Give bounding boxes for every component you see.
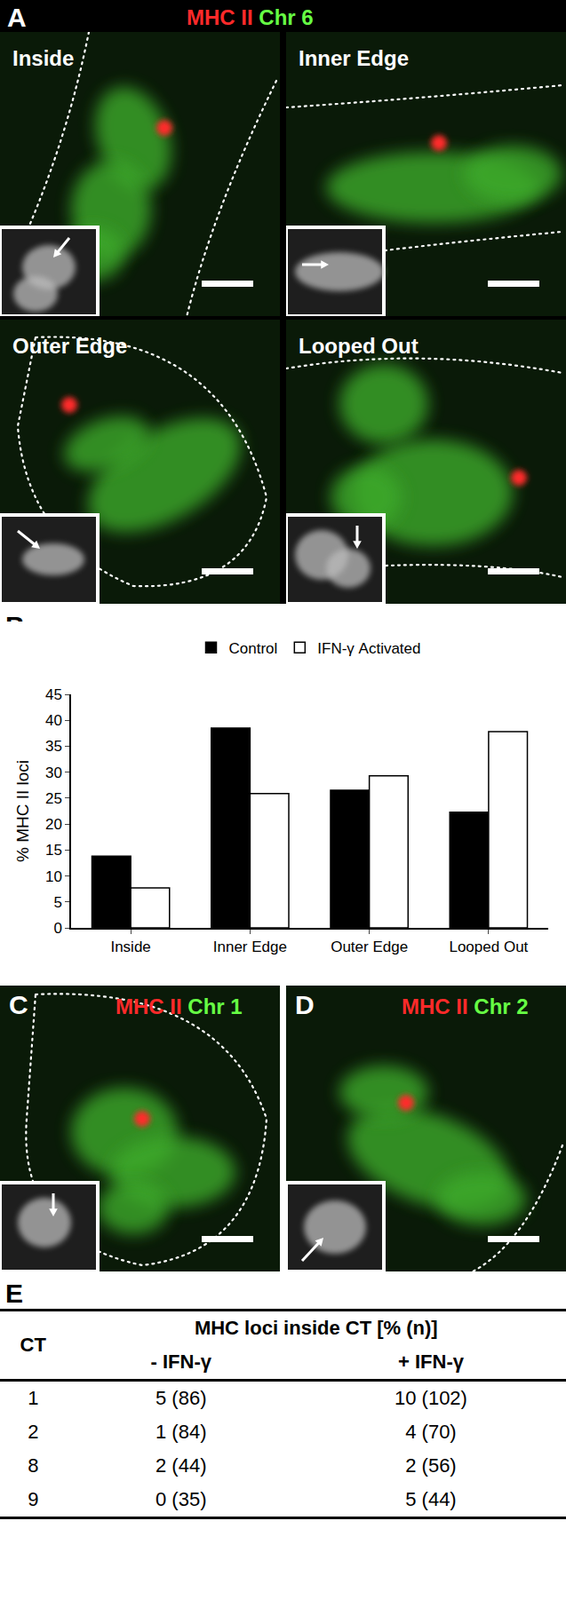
svg-text:IFN-γ Activated: IFN-γ Activated [317, 640, 421, 658]
svg-text:Outer Edge: Outer Edge [12, 334, 128, 359]
svg-text:20: 20 [45, 816, 63, 834]
svg-text:10: 10 [45, 868, 63, 886]
svg-text:Inner Edge: Inner Edge [213, 939, 287, 957]
svg-text:15: 15 [45, 842, 63, 860]
html-text:2 (56): 2 (56) [405, 1455, 457, 1478]
html-text:1 (84): 1 (84) [155, 1421, 207, 1444]
svg-text:40: 40 [45, 712, 63, 730]
svg-text:45: 45 [45, 686, 63, 704]
html-text:5 (44): 5 (44) [405, 1489, 457, 1512]
html-text:5 (86): 5 (86) [155, 1387, 207, 1411]
svg-text:Control: Control [229, 640, 279, 658]
html-text:B: B [5, 611, 25, 641]
html-text:1: 1 [27, 1387, 39, 1411]
html-text:MHC loci inside CT [% (n)]: MHC loci inside CT [% (n)] [194, 1317, 438, 1340]
svg-text:25: 25 [45, 790, 63, 808]
svg-text:0: 0 [53, 920, 62, 938]
html-text:2 (44): 2 (44) [155, 1455, 207, 1478]
html-text:4 (70): 4 (70) [405, 1421, 457, 1444]
html-text:CT: CT [20, 1334, 47, 1357]
html-text:+ IFN-γ: + IFN-γ [398, 1351, 464, 1374]
svg-text:C: C [8, 990, 29, 1021]
svg-text:Inside: Inside [110, 939, 151, 957]
svg-text:Looped Out: Looped Out [448, 939, 528, 957]
svg-text:Outer Edge: Outer Edge [330, 939, 408, 957]
html-text:2: 2 [27, 1421, 39, 1444]
html-text:- IFN-γ: - IFN-γ [150, 1351, 212, 1374]
svg-text:30: 30 [45, 765, 63, 782]
svg-text:A: A [7, 2, 27, 32]
svg-text:5: 5 [53, 894, 62, 912]
html-text:E: E [5, 1279, 24, 1309]
svg-text:Inner Edge: Inner Edge [298, 46, 409, 71]
svg-text:D: D [294, 990, 315, 1021]
svg-text:MHC II Chr 2: MHC II Chr 2 [401, 995, 529, 1020]
html-text:9: 9 [27, 1489, 39, 1512]
svg-text:35: 35 [45, 738, 63, 756]
svg-text:MHC II Chr 6: MHC II Chr 6 [186, 5, 314, 30]
svg-text:Looped Out: Looped Out [298, 334, 419, 359]
svg-text:Inside: Inside [12, 46, 74, 71]
svg-text:% MHC II loci: % MHC II loci [13, 760, 32, 863]
html-text:0 (35): 0 (35) [155, 1489, 207, 1512]
html-text:8: 8 [27, 1455, 39, 1478]
svg-text:MHC II Chr 1: MHC II Chr 1 [115, 995, 243, 1020]
html-text:10 (102): 10 (102) [394, 1387, 468, 1411]
